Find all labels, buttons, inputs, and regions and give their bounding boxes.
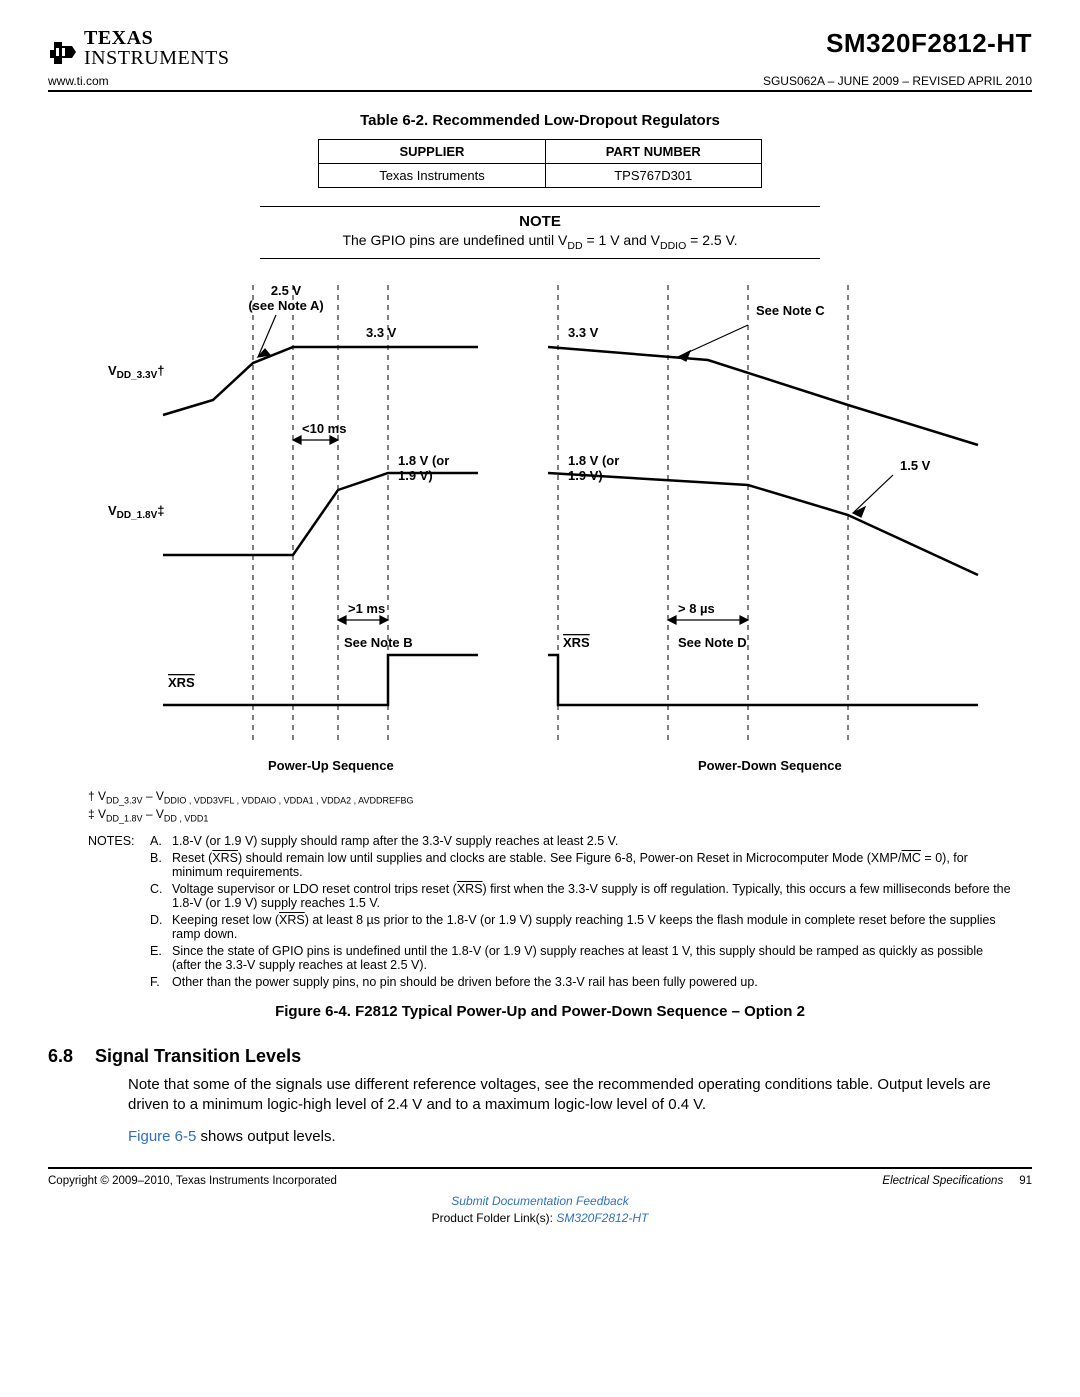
svg-text:(see Note A): (see Note A) — [248, 298, 323, 313]
svg-text:1.8 V (or: 1.8 V (or — [398, 453, 449, 468]
svg-text:1.5 V: 1.5 V — [900, 458, 931, 473]
note-f: Other than the power supply pins, no pin… — [172, 975, 1012, 989]
section-number: 6.8 — [48, 1046, 73, 1067]
svg-text:VDD_1.8V‡: VDD_1.8V‡ — [108, 503, 164, 521]
ti-logo: TEXAS INSTRUMENTS — [48, 28, 230, 68]
svg-text:See Note B: See Note B — [344, 635, 413, 650]
svg-text:Power-Up Sequence: Power-Up Sequence — [268, 758, 394, 773]
svg-text:XRS: XRS — [168, 675, 195, 690]
svg-text:> 8 µs: > 8 µs — [678, 601, 715, 616]
svg-text:Power-Down Sequence: Power-Down Sequence — [698, 758, 842, 773]
section-heading: 6.8 Signal Transition Levels — [48, 1046, 1032, 1067]
section-para-2: Figure 6-5 shows output levels. — [128, 1127, 1012, 1147]
footnotes: † VDD_3.3V – VDDIO , VDD3VFL , VDDAIO , … — [88, 789, 1032, 824]
table-header-supplier: SUPPLIER — [319, 140, 546, 164]
folder-link[interactable]: SM320F2812-HT — [556, 1211, 648, 1225]
note-e: Since the state of GPIO pins is undefine… — [172, 944, 1012, 972]
svg-text:VDD_3.3V†: VDD_3.3V† — [108, 363, 164, 381]
folder-label: Product Folder Link(s): — [432, 1211, 557, 1225]
figure-link[interactable]: Figure 6-5 — [128, 1128, 196, 1145]
note-a: 1.8-V (or 1.9 V) supply should ramp afte… — [172, 834, 1012, 848]
notes-label: NOTES: — [88, 834, 150, 848]
note-block: NOTE The GPIO pins are undefined until V… — [260, 206, 820, 259]
page-footer: Copyright © 2009–2010, Texas Instruments… — [48, 1167, 1032, 1227]
feedback-link[interactable]: Submit Documentation Feedback — [451, 1194, 628, 1208]
doc-revision-line: SGUS062A – JUNE 2009 – REVISED APRIL 201… — [763, 74, 1032, 88]
svg-text:3.3 V: 3.3 V — [568, 325, 599, 340]
svg-text:3.3 V: 3.3 V — [366, 325, 397, 340]
ti-chip-icon — [48, 38, 78, 68]
copyright: Copyright © 2009–2010, Texas Instruments… — [48, 1175, 337, 1187]
svg-text:See Note C: See Note C — [756, 303, 825, 318]
regulator-table: SUPPLIER PART NUMBER Texas Instruments T… — [318, 139, 762, 188]
svg-text:<10 ms: <10 ms — [302, 421, 346, 436]
table-header-partnum: PART NUMBER — [545, 140, 761, 164]
part-number: SM320F2812-HT — [826, 28, 1032, 59]
note-text: The GPIO pins are undefined until VDD = … — [260, 232, 820, 252]
svg-text:1.9 V): 1.9 V) — [398, 468, 433, 483]
footer-section-name: Electrical Specifications — [882, 1175, 1003, 1187]
timing-diagram: 2.5 V (see Note A) 3.3 V 3.3 V See Note … — [108, 275, 1012, 775]
svg-text:See Note D: See Note D — [678, 635, 747, 650]
note-b: Reset (XRS) should remain low until supp… — [172, 851, 1012, 879]
svg-text:1.8 V (or: 1.8 V (or — [568, 453, 619, 468]
svg-text:1.9 V): 1.9 V) — [568, 468, 603, 483]
note-title: NOTE — [260, 213, 820, 230]
footnote-dagger: † VDD_3.3V – VDDIO , VDD3VFL , VDDAIO , … — [88, 789, 1032, 805]
logo-text-bottom: INSTRUMENTS — [84, 48, 230, 68]
logo-text-top: TEXAS — [84, 28, 230, 48]
section-para-1: Note that some of the signals use differ… — [128, 1075, 1012, 1116]
section-title: Signal Transition Levels — [95, 1046, 301, 1067]
footnote-ddagger: ‡ VDD_1.8V – VDD , VDD1 — [88, 807, 1032, 823]
ti-url-link[interactable]: www.ti.com — [48, 74, 109, 88]
note-c: Voltage supervisor or LDO reset control … — [172, 882, 1012, 910]
page-number: 91 — [1019, 1175, 1032, 1187]
svg-text:>1 ms: >1 ms — [348, 601, 385, 616]
notes-list: NOTES: A. 1.8-V (or 1.9 V) supply should… — [88, 834, 1012, 989]
subheader: www.ti.com SGUS062A – JUNE 2009 – REVISE… — [48, 74, 1032, 92]
note-d: Keeping reset low (XRS) at least 8 µs pr… — [172, 913, 1012, 941]
figure-caption: Figure 6-4. F2812 Typical Power-Up and P… — [48, 1003, 1032, 1020]
table-cell-partnum: TPS767D301 — [545, 164, 761, 188]
svg-text:2.5 V: 2.5 V — [271, 283, 302, 298]
page-header: TEXAS INSTRUMENTS SM320F2812-HT — [48, 28, 1032, 68]
table-caption: Table 6-2. Recommended Low-Dropout Regul… — [48, 112, 1032, 129]
table-cell-supplier: Texas Instruments — [319, 164, 546, 188]
svg-text:XRS: XRS — [563, 635, 590, 650]
